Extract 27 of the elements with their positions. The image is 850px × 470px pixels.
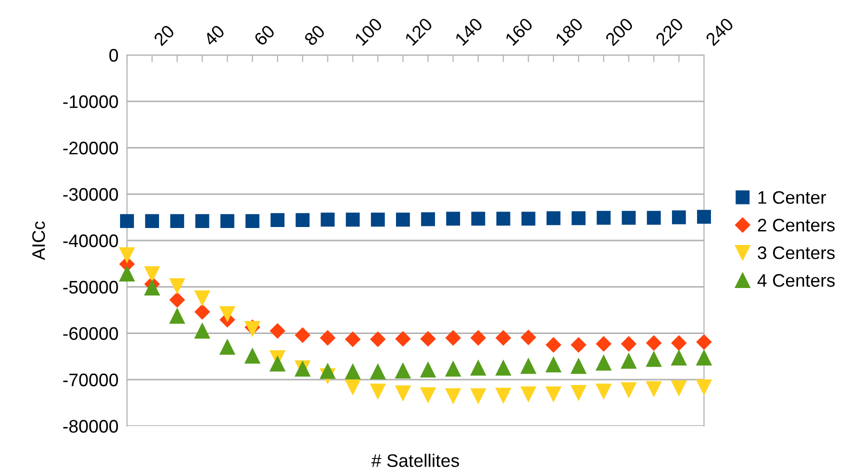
x-tick-label: 100 [354, 17, 383, 46]
y-tick-label: -80000 [63, 420, 118, 433]
x-tick-label: 240 [704, 17, 734, 46]
y-tick-label: -40000 [63, 234, 118, 248]
y-tick-label: -60000 [63, 327, 118, 340]
legend-label: 1 Center [758, 191, 826, 204]
x-tick-label: 60 [253, 24, 276, 46]
x-axis-title: # Satellites [371, 454, 460, 468]
x-tick-label: 20 [153, 24, 176, 46]
x-tick-label: 220 [654, 17, 684, 46]
x-tick-label: 40 [202, 24, 226, 47]
y-tick-label: -10000 [63, 95, 118, 108]
x-tick-label: 120 [404, 17, 434, 46]
y-axis-title: AICc [32, 221, 45, 260]
x-tick-label: 80 [304, 24, 326, 46]
x-tick-label: 200 [604, 17, 634, 46]
x-tick-label: 160 [504, 17, 534, 46]
legend-label: 4 Centers [757, 274, 835, 287]
y-tick-label: -30000 [63, 188, 118, 201]
y-tick-label: 0 [109, 48, 118, 62]
legend-label: 3 Centers [758, 246, 835, 260]
y-tick-label: -20000 [63, 142, 118, 154]
x-tick-label: 140 [454, 17, 484, 46]
legend-label: 2 Centers [758, 218, 835, 232]
x-tick-label: 180 [554, 17, 584, 46]
y-tick-label: -50000 [63, 280, 118, 294]
y-tick-label: -70000 [63, 374, 118, 386]
